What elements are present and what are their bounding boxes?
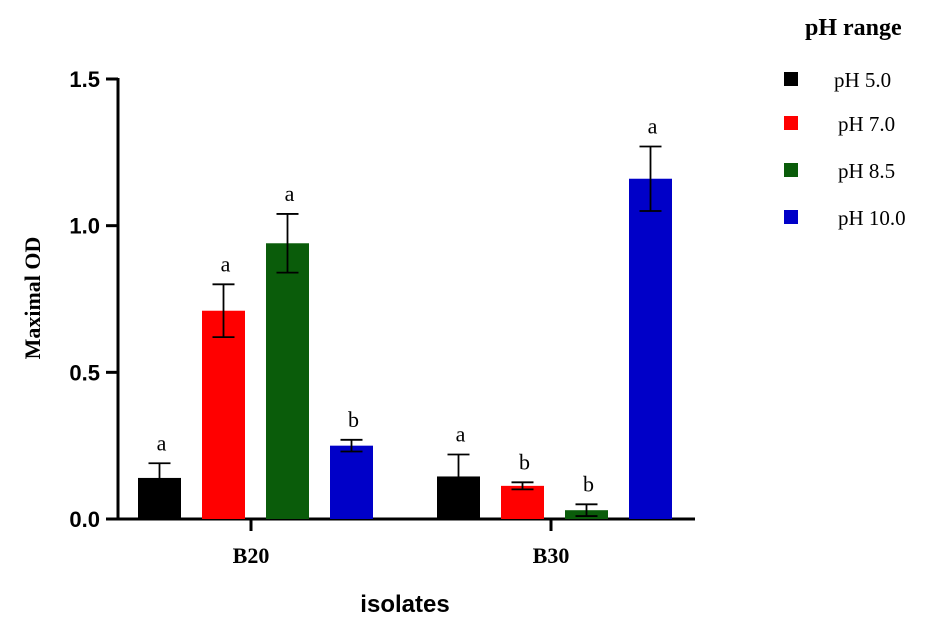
y-tick-label: 1.5 — [69, 67, 100, 92]
significance-label: a — [157, 430, 167, 455]
x-tick-label-b30: B30 — [533, 543, 570, 568]
legend-swatch — [784, 116, 798, 130]
significance-label: a — [221, 251, 231, 276]
legend-label: pH 7.0 — [838, 112, 895, 136]
legend-label: pH 10.0 — [838, 206, 906, 230]
x-axis-label: isolates — [360, 591, 449, 617]
bar-b20-ph-7-0 — [202, 310, 245, 519]
y-tick-label: 0.5 — [69, 360, 100, 385]
bar-b20-ph-10-0 — [330, 445, 373, 519]
significance-label: a — [648, 113, 658, 138]
x-axis: B20 B30 — [116, 517, 695, 568]
legend: pH range pH 5.0 pH 7.0 pH 8.5 pH 10.0 — [784, 15, 906, 230]
significance-label: a — [456, 421, 466, 446]
significance-label: a — [285, 181, 295, 206]
bars: a a a b a b b a — [138, 113, 672, 519]
y-tick-label: 0.0 — [69, 507, 100, 532]
legend-label: pH 5.0 — [834, 68, 891, 92]
legend-swatch — [784, 72, 798, 86]
significance-label: b — [519, 449, 530, 474]
bar-b30-ph-10-0 — [629, 178, 672, 519]
x-tick-label-b20: B20 — [233, 543, 270, 568]
legend-swatch — [784, 210, 798, 224]
y-axis: 0.0 0.5 1.0 1.5 — [69, 67, 120, 532]
y-tick-label: 1.0 — [69, 214, 100, 239]
bar-b30-ph-7-0 — [501, 485, 544, 519]
legend-swatch — [784, 163, 798, 177]
y-axis-label: Maximal OD — [20, 237, 45, 360]
legend-title: pH range — [805, 15, 902, 41]
significance-label: b — [583, 471, 594, 496]
bar-b20-ph-8-5 — [266, 243, 309, 519]
legend-label: pH 8.5 — [838, 159, 895, 183]
significance-label: b — [348, 407, 359, 432]
